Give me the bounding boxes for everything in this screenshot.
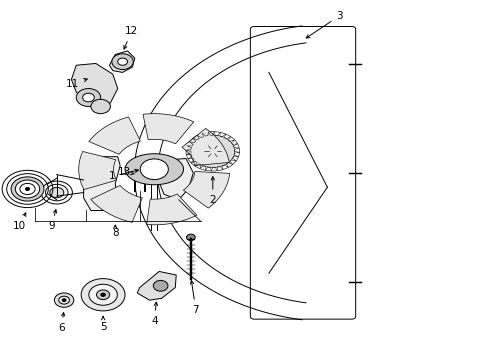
Circle shape xyxy=(59,296,69,304)
Circle shape xyxy=(190,135,234,167)
Circle shape xyxy=(25,188,29,190)
Circle shape xyxy=(89,284,117,305)
Polygon shape xyxy=(71,63,118,110)
Circle shape xyxy=(15,180,40,198)
Polygon shape xyxy=(137,271,176,300)
Polygon shape xyxy=(183,171,229,208)
Polygon shape xyxy=(142,114,193,144)
Circle shape xyxy=(91,99,110,114)
Circle shape xyxy=(20,183,35,194)
Text: 6: 6 xyxy=(58,312,65,333)
Circle shape xyxy=(140,159,168,180)
Circle shape xyxy=(62,299,66,302)
Text: 11: 11 xyxy=(66,78,87,89)
Circle shape xyxy=(96,290,109,300)
Text: 3: 3 xyxy=(305,11,342,38)
Text: 10: 10 xyxy=(13,213,26,231)
Polygon shape xyxy=(109,51,135,72)
Circle shape xyxy=(54,293,74,307)
Ellipse shape xyxy=(125,154,183,185)
Text: 9: 9 xyxy=(48,210,57,231)
Text: 13: 13 xyxy=(118,167,134,177)
Circle shape xyxy=(50,188,63,198)
Circle shape xyxy=(82,93,94,102)
Circle shape xyxy=(186,234,195,240)
Circle shape xyxy=(208,148,216,154)
Circle shape xyxy=(203,144,222,158)
Circle shape xyxy=(112,54,133,69)
Text: 12: 12 xyxy=(123,26,138,49)
Polygon shape xyxy=(182,129,229,166)
Text: 5: 5 xyxy=(100,316,106,332)
Text: 7: 7 xyxy=(190,281,199,315)
Polygon shape xyxy=(146,194,197,225)
Text: 1: 1 xyxy=(108,169,138,181)
Circle shape xyxy=(76,89,101,107)
Text: 8: 8 xyxy=(112,228,119,238)
Circle shape xyxy=(81,279,125,311)
Text: 2: 2 xyxy=(209,177,216,205)
Circle shape xyxy=(153,280,167,291)
Circle shape xyxy=(11,177,44,201)
Polygon shape xyxy=(89,117,140,154)
Polygon shape xyxy=(91,185,142,222)
Circle shape xyxy=(118,58,127,65)
Text: 4: 4 xyxy=(151,302,157,325)
Polygon shape xyxy=(83,157,120,211)
Polygon shape xyxy=(79,152,116,190)
Circle shape xyxy=(101,293,105,296)
Polygon shape xyxy=(157,158,193,200)
